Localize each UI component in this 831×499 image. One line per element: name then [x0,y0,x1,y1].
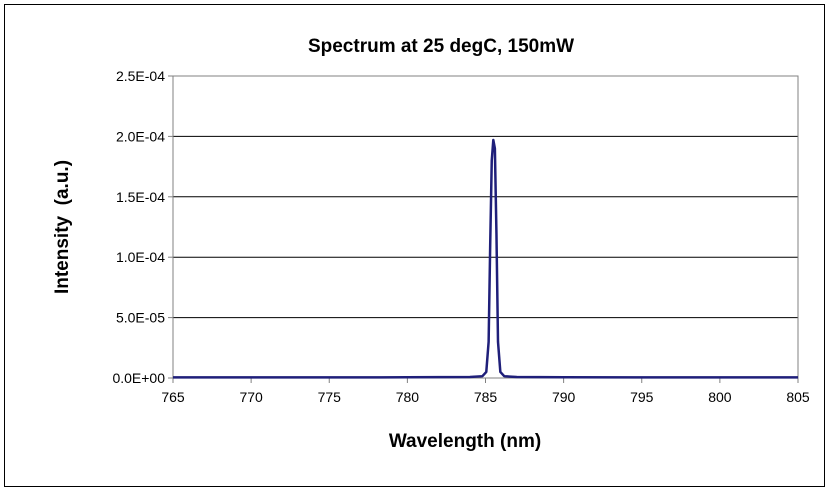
gridlines [173,135,798,319]
x-tick-label: 790 [552,389,576,405]
x-axis-label: Wavelength (nm) [389,431,541,452]
y-axis-label: Intensity (a.u.) [52,160,73,294]
y-tick-label: 1.5E-04 [116,189,165,205]
x-tick-label: 780 [396,389,420,405]
y-tick-label: 2.0E-04 [116,128,165,144]
spectrum-chart: Spectrum at 25 degC, 150mW 0.0E+00 5.0E-0… [52,36,810,452]
y-tick-label: 0.0E+00 [112,370,165,386]
x-tick-label: 785 [474,389,498,405]
y-tick-label: 2.5E-04 [116,68,165,84]
spectrum-line [173,138,798,379]
y-tick-label: 1.0E-04 [116,249,165,265]
x-tick-label: 800 [708,389,732,405]
x-tick-label: 795 [630,389,654,405]
series-layer [173,138,798,379]
x-tick-label: 765 [161,389,185,405]
axis-ticks: 0.0E+00 5.0E-05 1.0E-04 1.5E-04 2.0E-04 2.5E-… [112,68,809,405]
chart-title: Spectrum at 25 degC, 150mW [308,36,574,57]
x-tick-label: 775 [318,389,342,405]
x-tick-label: 770 [239,389,263,405]
y-tick-label: 5.0E-05 [116,310,165,326]
chart-frame: Spectrum at 25 degC, 150mW 0.0E+00 5.0E-0… [4,4,825,487]
x-tick-label: 805 [786,389,810,405]
plot-area [172,75,799,379]
